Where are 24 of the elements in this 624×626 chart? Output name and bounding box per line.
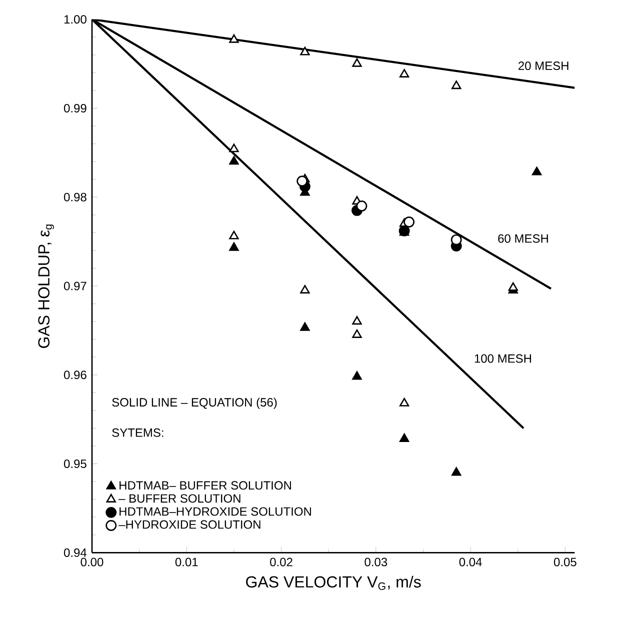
y-tick-label: 0.96 [64, 370, 86, 380]
y-tick-label: 1.00 [64, 15, 86, 24]
x-tick-label: 0.00 [80, 558, 104, 566]
y-tick-label: 0.97 [64, 282, 86, 290]
x-tick-label: 0.05 [554, 558, 576, 566]
x-tick-label: 0.03 [364, 558, 388, 566]
x-tick-label: 0.02 [270, 558, 292, 566]
series-label: 100 MESH [474, 354, 532, 363]
x-tick-label: 0.01 [175, 558, 198, 566]
y-tick-label: 0.94 [64, 548, 87, 557]
y-axis-title: GAS HOLDUP, ε$_{g}$ [38, 224, 54, 348]
legend-title: SYTEMS: [112, 428, 164, 437]
legend-label: –HYDROXIDE SOLUTION [118, 520, 260, 529]
y-tick-label: 0.98 [64, 192, 86, 202]
y-tick-label: 0.95 [64, 460, 86, 468]
y-tick-label: 0.99 [64, 104, 86, 112]
x-tick-label: 0.04 [459, 558, 482, 566]
x-axis-title: GAS VELOCITY V$_{G}$, m/s [246, 576, 421, 590]
annotation: SOLID LINE – EQUATION (56) [112, 398, 277, 409]
legend-label: – BUFFER SOLUTION [118, 494, 240, 503]
legend-label: HDTMAB–HYDROXIDE SOLUTION [120, 507, 311, 516]
legend-label: HDTMAB– BUFFER SOLUTION [120, 481, 291, 490]
series-label: 60 MESH [498, 234, 548, 243]
series-label: 20 MESH [518, 62, 568, 70]
